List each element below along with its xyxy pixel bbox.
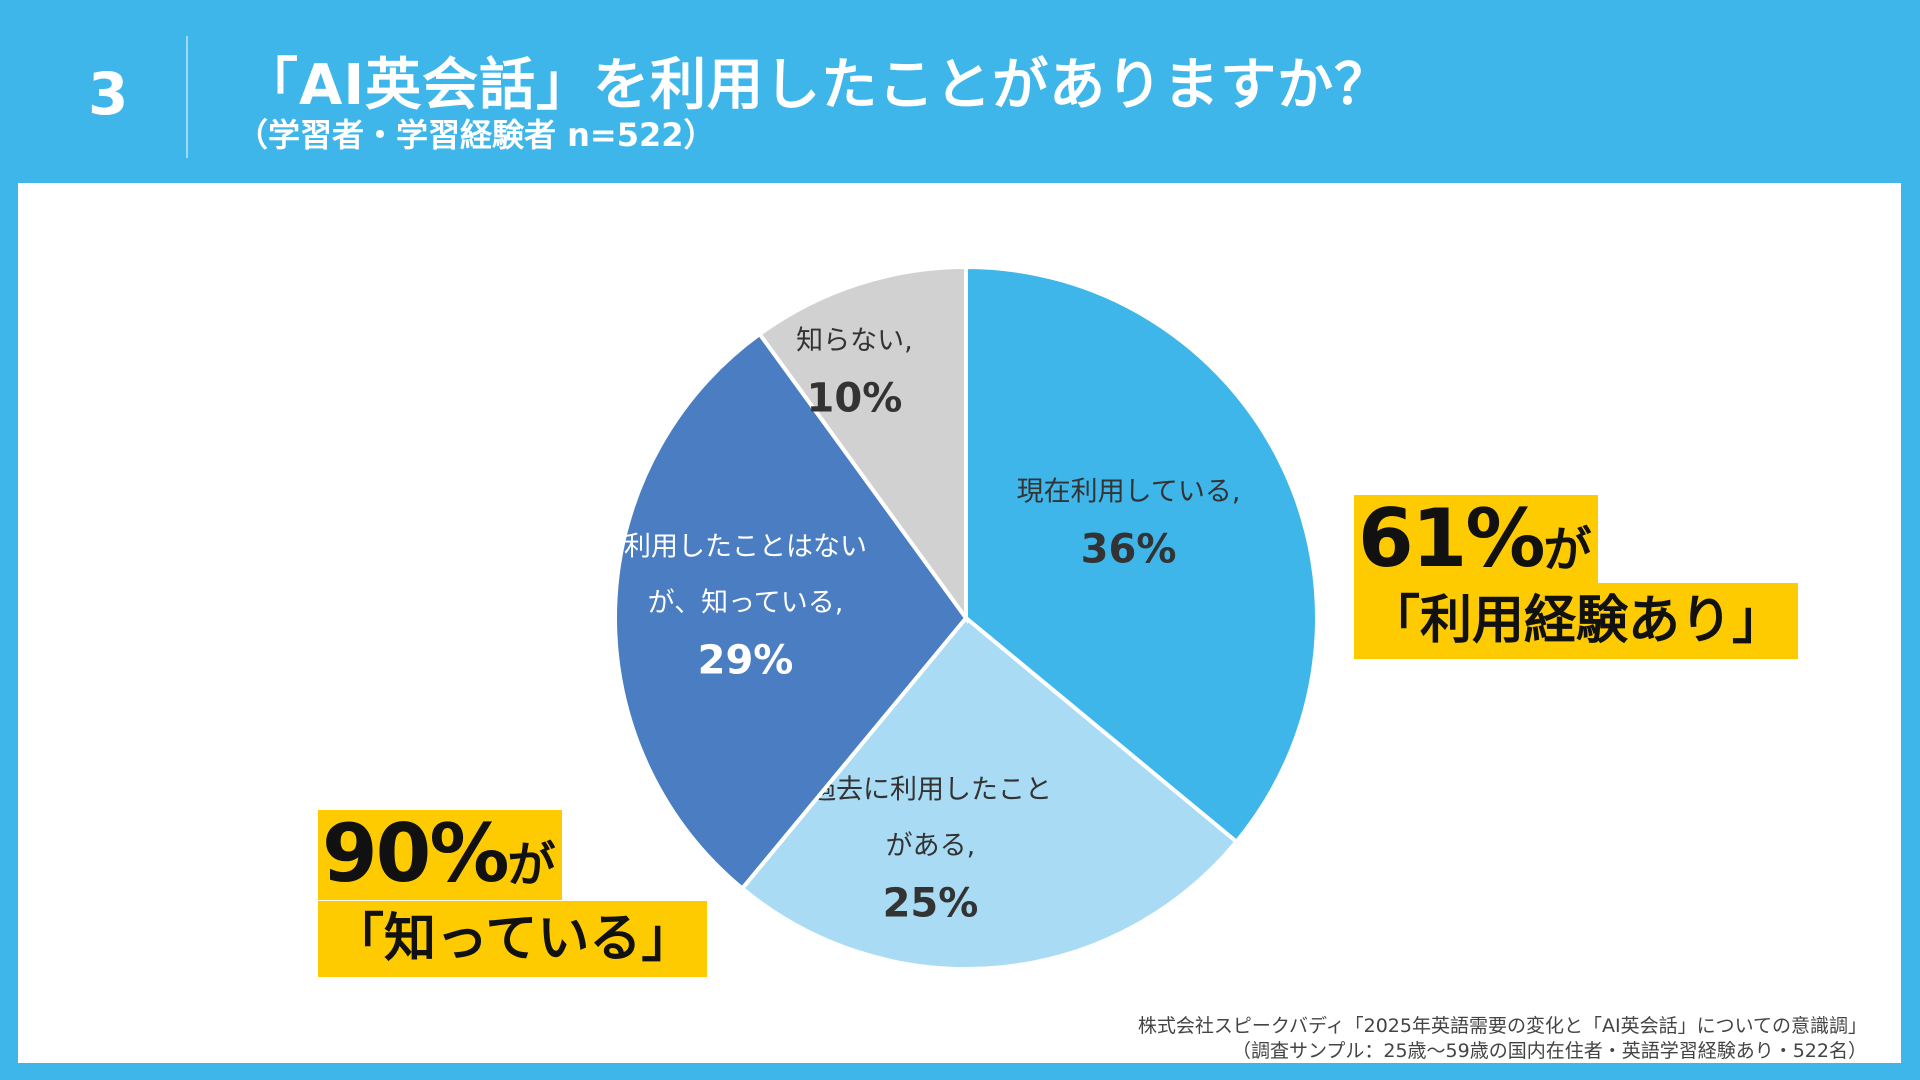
pie-percent-label-3: 10%: [807, 376, 903, 422]
pie-label-0-line-0: 現在利用している,: [1017, 476, 1241, 507]
pie-slice-1: [739, 615, 1240, 971]
pie-percent-label-2: 29%: [698, 637, 794, 683]
pie-percent-label-1: 25%: [883, 881, 979, 927]
question-number: 3: [88, 60, 129, 128]
pie-slice-3: [756, 264, 968, 625]
pie-label-2-line-1: が、知っている,: [648, 587, 844, 618]
callout-known-label: 「知っている」: [318, 901, 708, 977]
callout-known-suffix: が: [507, 837, 556, 893]
pie-slice-0: [964, 264, 1319, 845]
pie-slice-2: [613, 331, 969, 892]
header: 3 「AI英会話」を利用したことがありますか？ （学習者・学習経験者 n=522…: [0, 0, 1920, 183]
chart-panel: 現在利用している, 36% 過去に利用したこと がある, 25% 利用したことはない が、知…: [18, 183, 1901, 1063]
pie-label-1-line-1: がある,: [886, 831, 976, 862]
pie-label-2-line-0: 利用したことはない: [624, 531, 867, 562]
callout-used-value: 61%: [1358, 492, 1545, 585]
page-title: 「AI英会話」を利用したことがありますか？: [242, 53, 1392, 118]
source-line-1: 株式会社スピークバディ「2025年英語需要の変化と「AI英会話」についての意識調…: [1137, 1015, 1867, 1037]
callout-used-label: 「利用経験あり」: [1354, 583, 1799, 659]
callout-known-percent: 90%が: [318, 810, 562, 900]
callout-known-value: 90%: [322, 807, 509, 900]
page-subtitle: （学習者・学習経験者 n=522）: [236, 116, 716, 154]
source-line-2: （調査サンプル：25歳〜59歳の国内在住者・英語学習経験あり・522名）: [1231, 1040, 1867, 1062]
callout-used-percent: 61%が: [1354, 495, 1598, 585]
pie-label-1-line-0: 過去に利用したこと: [809, 775, 1052, 806]
pie-percent-label-0: 36%: [1081, 526, 1177, 572]
pie-label-3-line-0: 知らない,: [796, 326, 913, 357]
header-divider: [186, 36, 188, 158]
callout-used-suffix: が: [1543, 522, 1592, 578]
